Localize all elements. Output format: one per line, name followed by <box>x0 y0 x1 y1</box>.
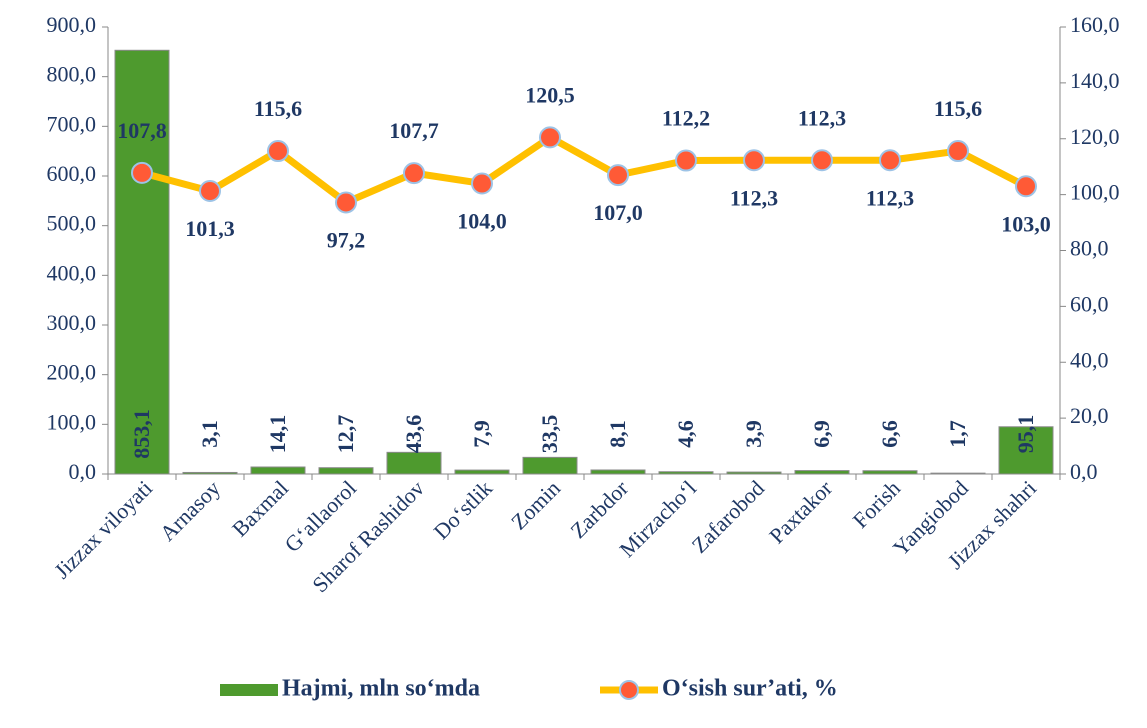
bar-value-label: 6,9 <box>809 420 834 448</box>
line-marker <box>1015 175 1037 198</box>
bar-value-label: 3,1 <box>197 420 222 448</box>
bar <box>726 471 782 475</box>
line-marker <box>947 140 969 163</box>
bar-value-label: 33,5 <box>537 415 562 454</box>
y-tick-label: 100,0 <box>47 409 97 434</box>
x-tick-label: Zarbdor <box>565 475 633 543</box>
legend-swatch <box>220 684 278 696</box>
bar <box>318 467 374 475</box>
bar-value-label: 14,1 <box>265 415 290 454</box>
line-value-label: 115,6 <box>254 96 302 121</box>
y2-tick-label: 160,0 <box>1070 12 1120 37</box>
bar-value-label: 4,6 <box>673 420 698 448</box>
y-tick-label: 900,0 <box>47 12 97 37</box>
bar <box>658 471 714 475</box>
line-value-label: 107,7 <box>389 118 439 143</box>
y2-tick-label: 0,0 <box>1070 459 1098 484</box>
line-value-label: 112,3 <box>866 185 914 210</box>
legend-label: Hajmi, mln so‘mda <box>282 676 480 702</box>
line-marker <box>607 164 629 187</box>
y-tick-label: 200,0 <box>47 360 97 385</box>
y2-tick-label: 60,0 <box>1070 291 1109 316</box>
line-value-label: 112,3 <box>730 185 778 210</box>
x-tick-label: Paxtakor <box>764 475 837 548</box>
bar <box>250 466 306 475</box>
y-tick-label: 700,0 <box>47 111 97 136</box>
bar <box>182 471 238 475</box>
line-marker <box>811 149 833 172</box>
line-marker <box>471 172 493 195</box>
line-marker <box>403 162 425 185</box>
y2-tick-label: 20,0 <box>1070 403 1109 428</box>
line <box>141 133 1028 206</box>
bar <box>862 470 918 475</box>
x-tick-label: Jizzax viloyati <box>49 475 157 583</box>
line-value-label: 103,0 <box>1001 211 1051 236</box>
line-value-label: 101,3 <box>185 216 235 241</box>
bar-value-label: 12,7 <box>333 415 358 454</box>
bar <box>930 472 986 475</box>
y-tick-label: 400,0 <box>47 260 97 285</box>
bar <box>454 469 510 475</box>
y-tick-label: 600,0 <box>47 161 97 186</box>
y2-tick-label: 100,0 <box>1070 180 1120 205</box>
y2-tick-label: 80,0 <box>1070 236 1109 261</box>
line-value-label: 97,2 <box>327 227 366 252</box>
bar <box>794 470 850 475</box>
bar-value-label: 7,9 <box>469 420 494 448</box>
line-value-label: 107,8 <box>117 118 167 143</box>
bar-value-label: 8,1 <box>605 420 630 448</box>
line-marker <box>539 126 561 149</box>
x-tick-label: Arnasoy <box>155 475 225 545</box>
x-tick-label: Do‘stlik <box>428 475 497 544</box>
line-marker <box>199 179 221 202</box>
bar <box>386 451 442 475</box>
line-marker <box>335 191 357 214</box>
y-tick-label: 800,0 <box>47 62 97 87</box>
bar-value-label: 6,6 <box>877 420 902 448</box>
line-value-label: 120,5 <box>525 82 575 107</box>
line-marker <box>675 149 697 172</box>
line-value-label: 112,2 <box>662 106 710 131</box>
bar <box>590 469 646 475</box>
line-value-label: 112,3 <box>798 105 846 130</box>
legend-marker <box>619 680 639 700</box>
y-tick-label: 0,0 <box>69 459 97 484</box>
bar <box>114 49 170 475</box>
bar-value-label: 95,1 <box>1013 415 1038 454</box>
line-value-label: 104,0 <box>457 208 507 233</box>
y-tick-label: 300,0 <box>47 310 97 335</box>
bar-value-label: 3,9 <box>741 420 766 448</box>
y2-tick-label: 120,0 <box>1070 124 1120 149</box>
line-value-label: 107,0 <box>593 200 643 225</box>
legend-label: O‘sish sur’ati, % <box>662 676 838 702</box>
line-marker <box>743 149 765 172</box>
x-tick-label: Zafarobod <box>687 475 769 557</box>
bar <box>998 426 1054 475</box>
x-tick-label: Forish <box>848 475 905 532</box>
x-tick-label: Baxmal <box>227 475 293 541</box>
y2-tick-label: 140,0 <box>1070 68 1120 93</box>
bar-value-label: 43,6 <box>401 415 426 454</box>
x-tick-label: Zomin <box>506 475 565 534</box>
line-marker <box>131 161 153 184</box>
bar-value-label: 1,7 <box>945 420 970 448</box>
line-value-label: 115,6 <box>934 96 982 121</box>
y2-tick-label: 40,0 <box>1070 347 1109 372</box>
line-marker <box>879 149 901 172</box>
bar <box>522 456 578 475</box>
bar-value-label: 853,1 <box>129 409 154 459</box>
y-tick-label: 500,0 <box>47 211 97 236</box>
line-marker <box>267 140 289 163</box>
